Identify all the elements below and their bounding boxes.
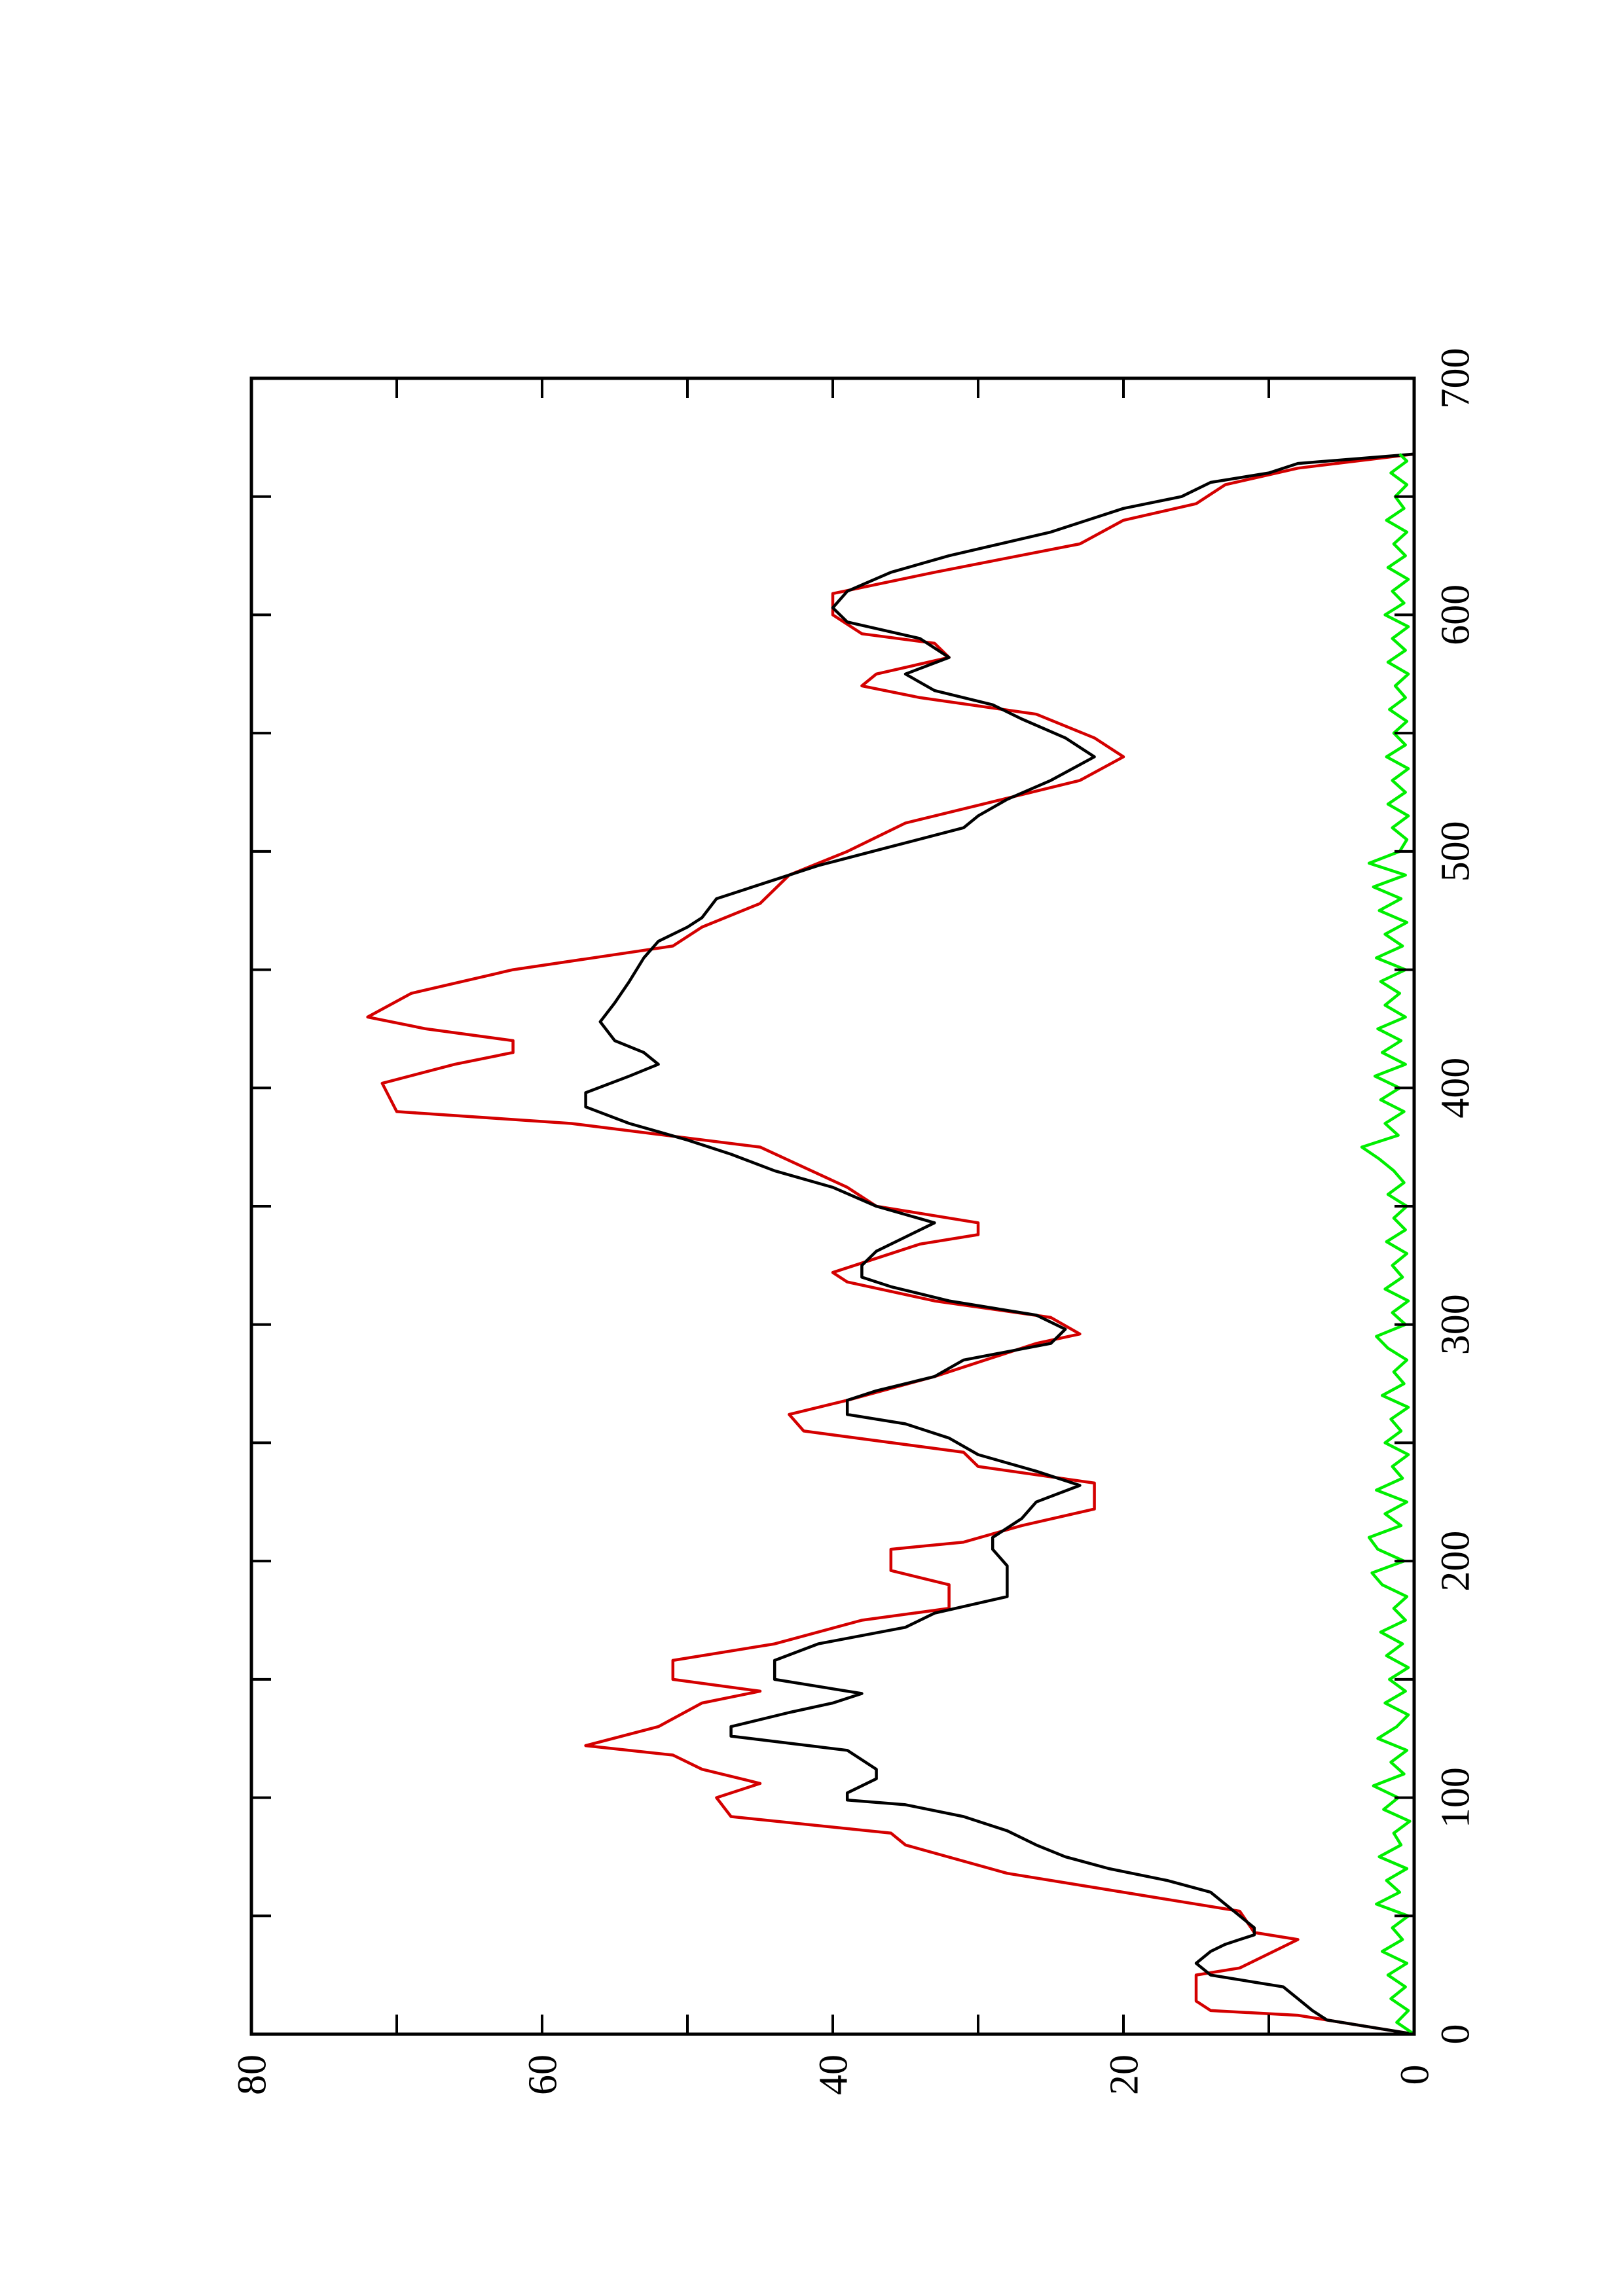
series-line-2 <box>584 452 1415 2036</box>
x-tick-label-600: 600 <box>1434 584 1478 645</box>
x-tick-label-300: 300 <box>1434 1294 1478 1355</box>
y-tick-label-80: 80 <box>230 2054 275 2095</box>
tick-layer <box>250 377 1415 2036</box>
y-tick-label-20: 20 <box>1103 2054 1147 2095</box>
x-tick-label-200: 200 <box>1434 1531 1478 1592</box>
x-tick-label-400: 400 <box>1434 1058 1478 1119</box>
series-layer <box>366 452 1415 2036</box>
y-tick-label-40: 40 <box>812 2054 856 2095</box>
series-line-3 <box>1360 453 1415 2036</box>
y-tick-label-0: 0 <box>1393 2065 1438 2085</box>
label-layer: 0 100 200 300 400 500 600 700 0 20 40 60 80 <box>230 348 1478 2096</box>
y-tick-label-60: 60 <box>521 2054 566 2095</box>
x-tick-label-0: 0 <box>1434 2024 1478 2045</box>
x-tick-label-700: 700 <box>1434 348 1478 409</box>
x-tick-label-100: 100 <box>1434 1767 1478 1828</box>
x-tick-label-500: 500 <box>1434 821 1478 882</box>
